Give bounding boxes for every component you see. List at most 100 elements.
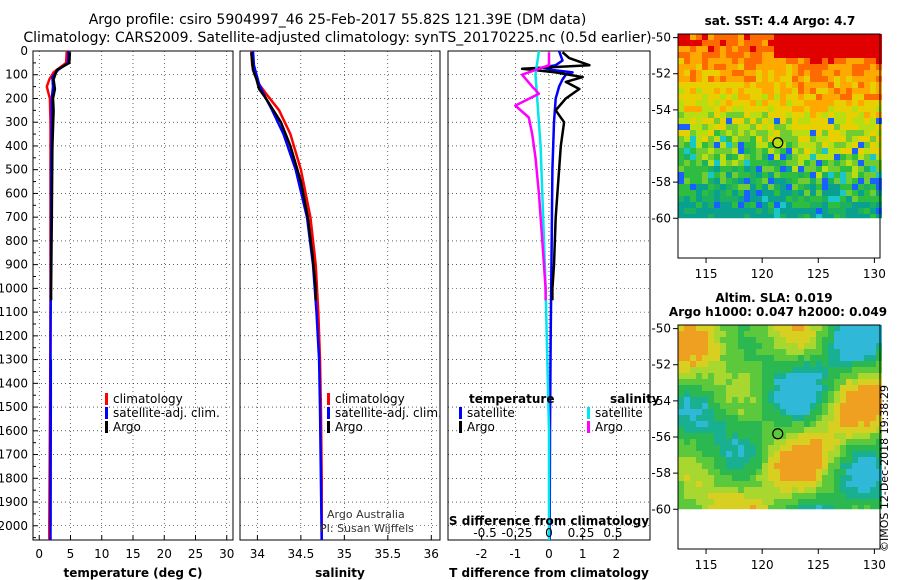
difference-legend-label: Argo [467,420,495,434]
temperature-xtick-label: 10 [94,547,109,561]
temperature-ytick-label: 1000 [0,281,28,295]
title-line-2: Climatology: CARS2009. Satellite-adjuste… [23,30,652,46]
temperature-xtick-label: 25 [188,547,203,561]
sla_map-xtick-label: 115 [695,558,718,572]
salinity-xtick-label: 35 [337,547,352,561]
temperature-xtick-label: 30 [219,547,234,561]
temperature-ytick-label: 1600 [0,424,28,438]
temperature-xtick-label: 0 [35,547,43,561]
temperature-legend-swatch [105,407,108,419]
difference-legend-label: Argo [595,420,623,434]
sla_map-ytick-label: -52 [651,358,671,372]
temperature-xlabel: temperature (deg C) [64,566,203,580]
salinity-series-satellite-adj-clim- [251,50,323,541]
temperature-legend-label: Argo [113,420,141,434]
difference-top-tick-label: -0.5 [473,526,496,540]
temperature-ytick-label: 1900 [0,495,28,509]
temperature-ytick-label: 900 [5,258,28,272]
sst_map-cells [678,34,882,219]
sst_map-ytick-label: -54 [651,103,671,117]
temperature-xtick-label: 20 [157,547,172,561]
sla-map-title-1: Altim. SLA: 0.019 [715,291,832,305]
sst_map-ytick-label: -52 [651,67,671,81]
difference-xtick-label: 2 [613,547,621,561]
sla_map-ytick-label: -50 [651,322,671,336]
temperature-ytick-label: 300 [5,115,28,129]
sla_map-ytick-label: -60 [651,502,671,516]
difference-xtick-label: -1 [509,547,521,561]
salinity-frame [239,50,441,541]
difference-legend-label: satellite [467,406,515,420]
sla_map-cells [678,325,882,510]
temperature-ytick-label: 1500 [0,400,28,414]
difference-top-label: S difference from climatology [449,514,649,528]
difference-legend-swatch [587,421,590,433]
temperature-ytick-label: 1400 [0,376,28,390]
sst_map-ytick-label: -58 [651,175,671,189]
sst_map-xtick-label: 130 [863,267,886,281]
sst_map-xtick-label: 120 [751,267,774,281]
salinity-annotation-1: Argo Australia [327,508,405,521]
difference-xtick-label: -2 [476,547,488,561]
salinity-xtick-label: 34.5 [288,547,315,561]
salinity-legend-swatch [327,393,330,405]
difference-xtick-label: 0 [545,547,553,561]
salinity-legend-label: climatology [335,392,405,406]
sla_map-xtick-label: 130 [863,558,886,572]
difference-legend-right-title: salinity [610,392,660,406]
sst-map-title: sat. SST: 4.4 Argo: 4.7 [705,14,856,28]
difference-legend-swatch [459,421,462,433]
sst_map-argo-marker [772,137,784,149]
difference-top-tick-label: -0.25 [501,526,532,540]
temperature-legend-swatch [105,393,108,405]
salinity-series-climatology [250,50,323,540]
temperature-legend-label: climatology [113,392,183,406]
temperature-ytick-label: 100 [5,68,28,82]
sst_map-xtick-label: 125 [807,267,830,281]
temperature-ytick-label: 1700 [0,448,28,462]
temperature-legend-label: satellite-adj. clim. [113,406,220,420]
temperature-ytick-label: 1100 [0,305,28,319]
temperature-ytick-label: 1800 [0,471,28,485]
sst_map-xtick-label: 115 [695,267,718,281]
difference-top-tick-label: 0 [545,526,553,540]
sst_map-ytick-label: -56 [651,139,671,153]
temperature-ytick-label: 0 [20,44,28,58]
salinity-xlabel: salinity [315,566,365,580]
difference-top-tick-label: 0.25 [568,526,595,540]
title-line-1: Argo profile: csiro 5904997_46 25-Feb-20… [88,12,587,28]
salinity-legend-label: satellite-adj. clim. [335,406,442,420]
temperature-ytick-label: 2000 [0,519,28,533]
sla_map-xtick-label: 125 [807,558,830,572]
temperature-ytick-label: 200 [5,91,28,105]
temperature-ytick-label: 600 [5,186,28,200]
difference-series-temperature-argo [520,51,591,301]
temperature-ytick-label: 700 [5,210,28,224]
temperature-ytick-label: 800 [5,234,28,248]
temperature-ytick-label: 1200 [0,329,28,343]
temperature-xtick-label: 15 [125,547,140,561]
temperature-ytick-label: 1300 [0,353,28,367]
difference-legend-swatch [587,407,590,419]
salinity-legend-label: Argo [335,420,363,434]
salinity-xtick-label: 34 [250,547,265,561]
salinity-legend-swatch [327,421,330,433]
difference-legend-label: satellite [595,406,643,420]
salinity-xtick-label: 35.5 [374,547,401,561]
temperature-ytick-label: 500 [5,163,28,177]
difference-legend-swatch [459,407,462,419]
sla_map-ytick-label: -54 [651,394,671,408]
difference-xlabel: T difference from climatology [449,566,649,580]
imos-timestamp: ©IMOS 12-Dec-2018 19:38:29 [878,385,891,552]
sla_map-xtick-label: 120 [751,558,774,572]
sla-map-title-2: Argo h1000: 0.047 h2000: 0.049 [669,305,887,319]
salinity-legend-swatch [327,407,330,419]
difference-xtick-label: 1 [579,547,587,561]
sla_map-ytick-label: -58 [651,466,671,480]
temperature-xtick-label: 5 [67,547,75,561]
difference-series-salinity-satellite [534,50,551,540]
difference-top-tick-label: 0.5 [603,526,622,540]
salinity-xtick-label: 36 [424,547,439,561]
temperature-legend-swatch [105,421,108,433]
